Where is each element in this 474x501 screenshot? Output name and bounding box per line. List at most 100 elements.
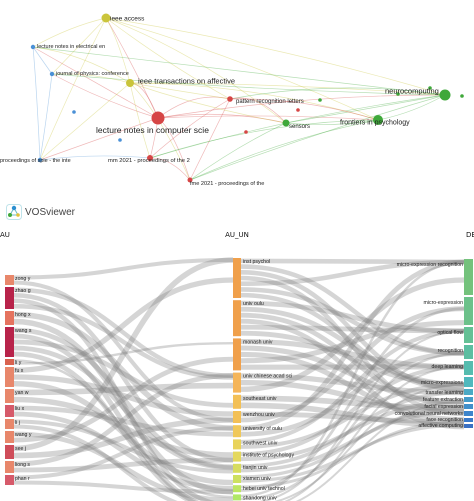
network-node[interactable]: journal of physics: conference xyxy=(49,71,129,77)
sankey-keyword-node[interactable]: micro-expression xyxy=(424,297,474,325)
sankey-author-node[interactable]: fu x xyxy=(5,367,24,387)
node-circle xyxy=(49,71,55,77)
network-node[interactable]: lecture notes in computer scie xyxy=(96,111,209,135)
sankey-institution-node[interactable]: tianjin univ xyxy=(233,463,268,473)
sankey-flow xyxy=(240,345,465,405)
network-node[interactable]: mm 2021 - proceedings of the 2 xyxy=(108,155,190,164)
author-label: li y xyxy=(15,360,22,366)
network-edge xyxy=(129,82,446,96)
network-edge xyxy=(39,17,107,161)
vosviewer-badge: VOSviewer xyxy=(6,203,75,221)
keyword-label: micro-expressions xyxy=(421,380,463,386)
author-bar xyxy=(5,389,14,403)
institution-bar xyxy=(233,425,241,438)
network-edge xyxy=(189,122,287,181)
sankey-keyword-node[interactable]: transfer learning xyxy=(426,389,474,396)
network-edge xyxy=(51,17,107,75)
sankey-institution-node[interactable]: xiamen univ xyxy=(233,475,271,483)
sankey-author-node[interactable]: yan w xyxy=(5,389,29,403)
sankey-keyword-node[interactable]: micro-expression recognition xyxy=(397,259,473,295)
sankey-author-node[interactable]: wang s xyxy=(5,327,32,357)
sankey-institution-node[interactable]: hebei univ technol xyxy=(233,485,285,493)
sankey-flow xyxy=(240,406,465,479)
author-label: wang s xyxy=(15,328,32,334)
node-circle xyxy=(282,119,290,127)
network-edge xyxy=(229,98,379,121)
keyword-bar xyxy=(464,411,473,416)
sankey-institution-node[interactable]: institute of psychology xyxy=(233,451,294,462)
sankey-flow xyxy=(240,318,465,430)
sankey-flow xyxy=(284,365,465,501)
institution-bar xyxy=(233,451,241,462)
network-edge xyxy=(129,82,379,121)
sankey-author-node[interactable]: hong x xyxy=(5,311,31,325)
sankey-institution-node[interactable]: univ oulu xyxy=(233,300,264,337)
author-label: see j xyxy=(15,446,26,452)
sankey-institution-node[interactable]: univ chinese acad sci xyxy=(233,372,292,393)
network-node[interactable]: neurocomputing xyxy=(385,87,451,101)
sankey-author-node[interactable]: liong s xyxy=(5,461,30,473)
sankey-flow xyxy=(240,420,465,489)
sankey-flow xyxy=(240,264,465,356)
network-node[interactable]: pattern recognition letters xyxy=(227,96,304,105)
institution-bar xyxy=(233,338,241,371)
sankey-author-node[interactable]: see j xyxy=(5,445,26,459)
sankey-author-node[interactable]: phan r xyxy=(5,475,30,485)
network-edge xyxy=(105,17,159,119)
sankey-keyword-node[interactable]: deep learning xyxy=(432,361,473,375)
sankey-institution-node[interactable]: wenzhou univ xyxy=(233,411,275,423)
sankey-flow xyxy=(240,373,465,396)
sankey-institution-node[interactable]: southeast univ xyxy=(233,394,277,409)
sankey-keyword-node[interactable]: affective computing xyxy=(418,423,473,429)
network-node[interactable]: sensors xyxy=(282,119,311,131)
sankey-flow xyxy=(13,351,197,501)
sankey-flow xyxy=(240,351,465,423)
institution-bar xyxy=(233,439,241,450)
sankey-author-node[interactable]: zhao g xyxy=(5,287,31,309)
sankey-flow xyxy=(13,480,234,494)
network-node[interactable]: ieee transactions on affective xyxy=(126,77,235,87)
sankey-keyword-node[interactable]: micro-expressions xyxy=(421,377,473,387)
sankey-keyword-node[interactable]: recognition xyxy=(438,345,473,359)
network-node[interactable]: lecture notes in electrical en xyxy=(30,44,105,50)
keyword-label: affective computing xyxy=(418,423,463,429)
sankey-author-node[interactable]: li j xyxy=(5,419,20,429)
sankey-institution-node[interactable]: inst psychol xyxy=(233,258,270,298)
network-node[interactable]: ieee access xyxy=(101,13,146,23)
sankey-keyword-node[interactable]: convolutional neural networks xyxy=(395,411,473,417)
sankey-author-node[interactable]: liu x xyxy=(5,405,25,417)
sankey-flow xyxy=(13,381,234,486)
sankey-keyword-node[interactable]: face recognition xyxy=(426,417,473,423)
sankey-keyword-node[interactable]: facial expression xyxy=(424,404,473,410)
network-node[interactable]: fme 2021 - proceedings of the xyxy=(187,177,265,187)
sankey-institution-node[interactable]: university of oulu xyxy=(233,425,282,438)
node-label: ieee access xyxy=(110,15,145,22)
node-circle xyxy=(439,89,451,101)
sankey-flow xyxy=(240,259,465,287)
institution-bar xyxy=(233,394,241,409)
keyword-bar xyxy=(464,345,473,359)
node-circle xyxy=(101,13,111,23)
sankey-institution-node[interactable]: shandong univ xyxy=(233,494,277,501)
sankey-flow xyxy=(13,356,234,443)
sankey-keyword-node[interactable]: optical flow xyxy=(437,327,473,343)
sankey-author-node[interactable]: zong y xyxy=(5,275,31,285)
keyword-bar xyxy=(464,389,473,395)
network-node[interactable]: frontiers in psychology xyxy=(340,115,410,126)
sankey-flow xyxy=(13,431,234,501)
node-label: mm 2021 - proceedings of the 2 xyxy=(108,158,190,164)
institution-label: tianjin univ xyxy=(243,465,268,471)
network-edge xyxy=(32,46,159,119)
sankey-flow xyxy=(240,306,465,423)
institution-label: univ oulu xyxy=(243,301,264,307)
sankey-institution-node[interactable]: southwest univ xyxy=(233,439,278,450)
network-node[interactable]: proceedings of spie - the inte xyxy=(0,157,71,164)
sankey-flow xyxy=(240,259,465,431)
sankey-author-node[interactable]: li y xyxy=(5,359,22,366)
sankey-flow xyxy=(240,275,465,417)
sankey-flow xyxy=(240,364,465,457)
sankey-author-node[interactable]: wang y xyxy=(5,431,32,443)
sankey-institution-node[interactable]: monash univ xyxy=(233,338,273,371)
sankey-flow xyxy=(240,409,465,473)
sankey-keyword-node[interactable]: feature extraction xyxy=(423,397,473,403)
